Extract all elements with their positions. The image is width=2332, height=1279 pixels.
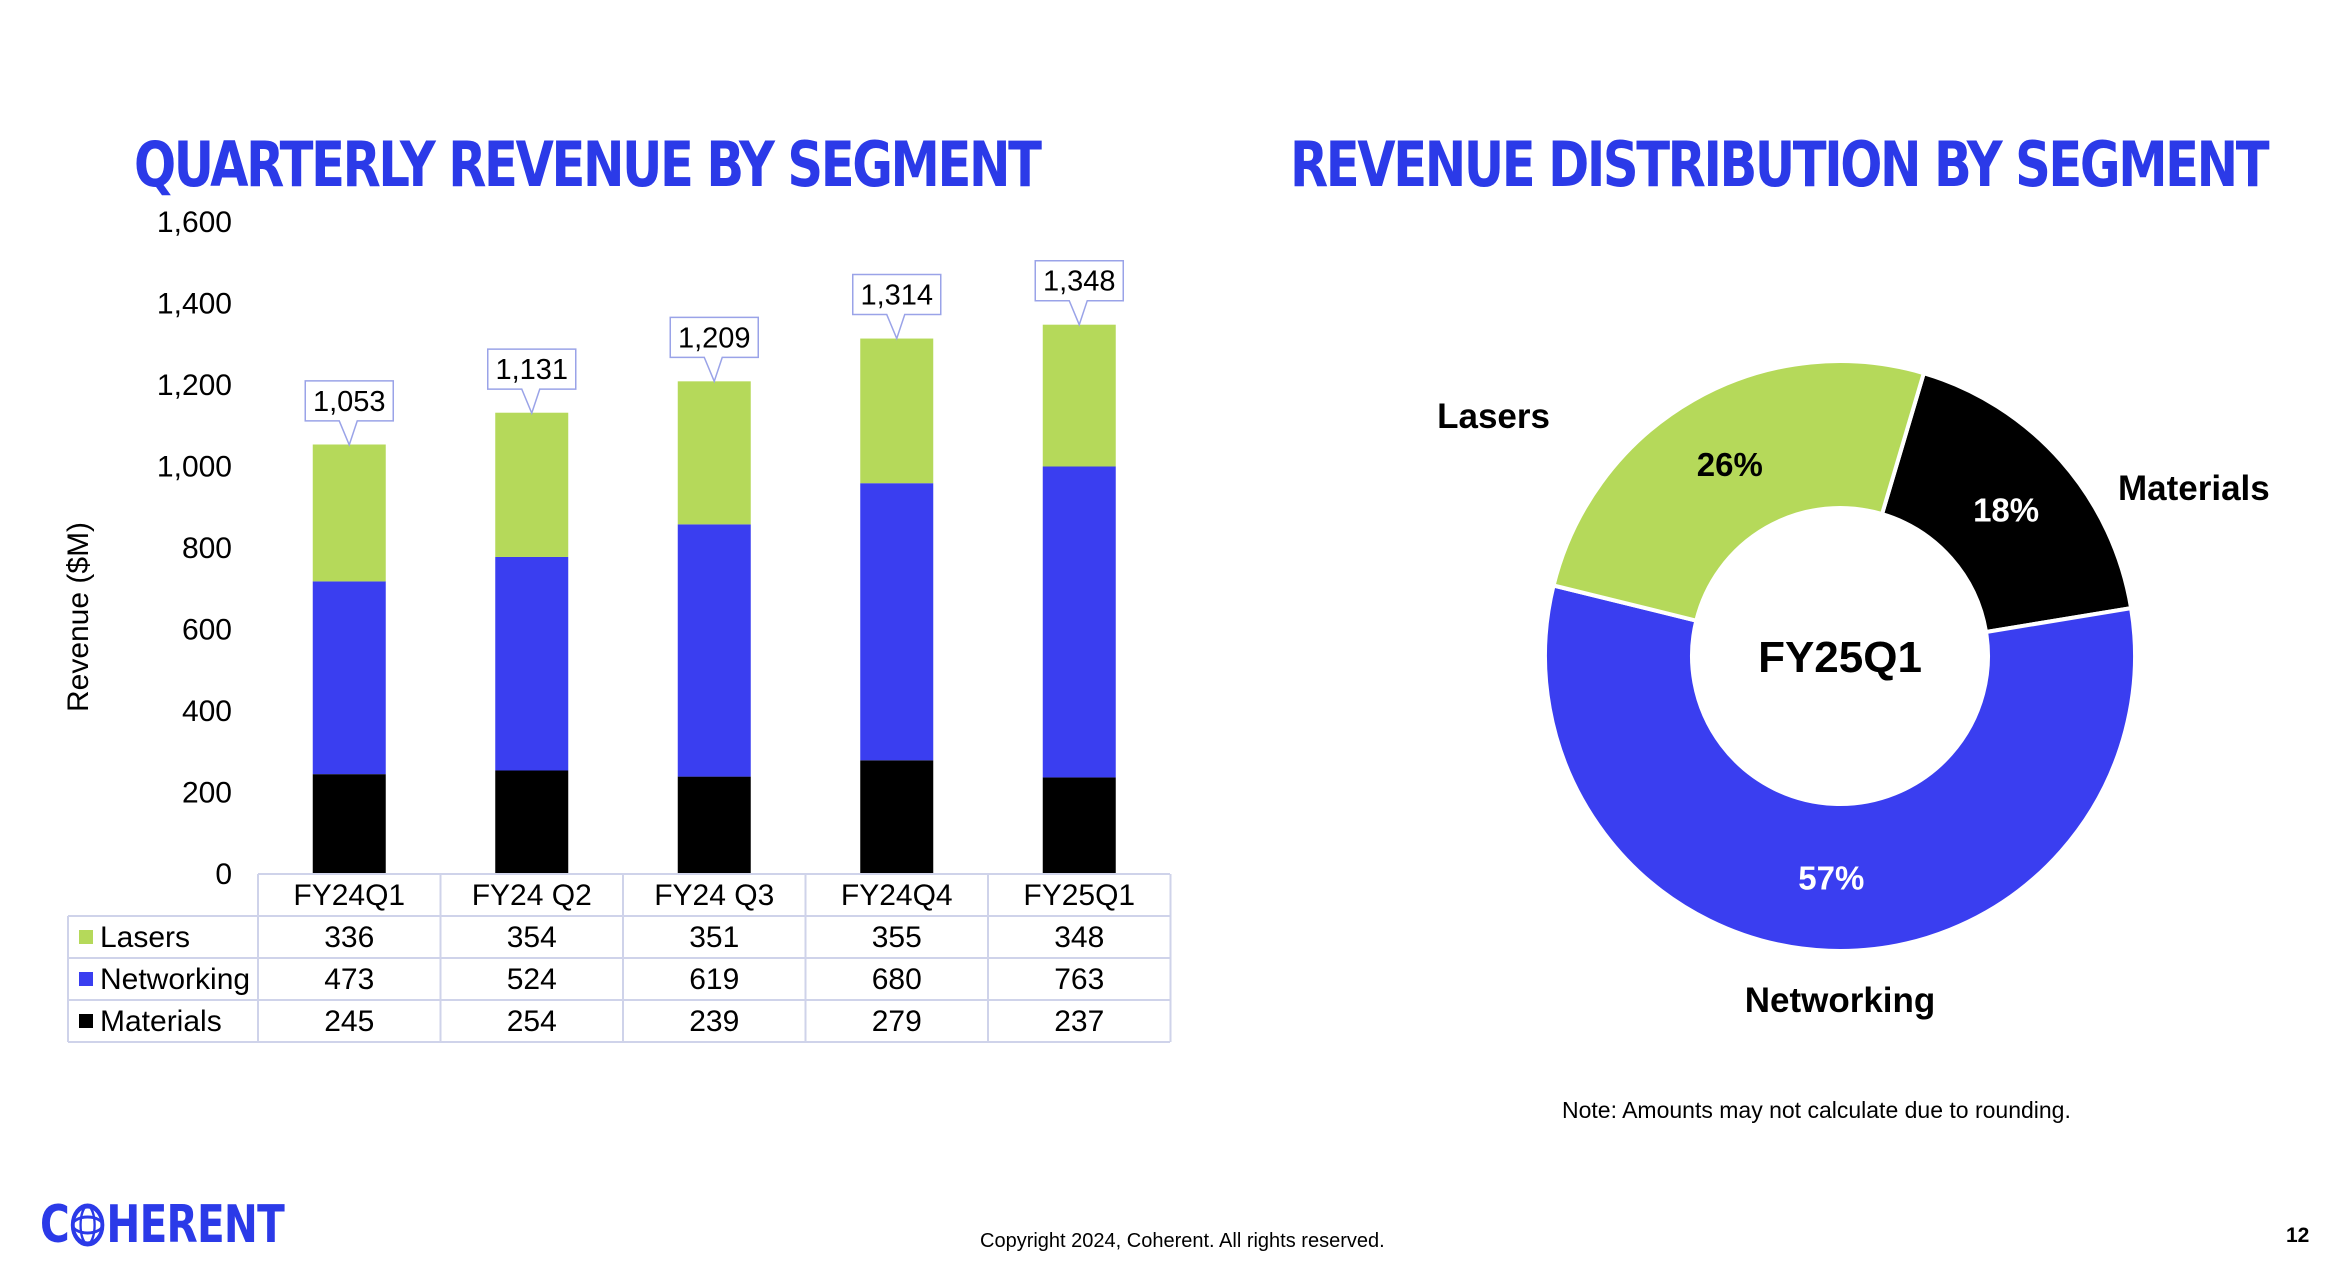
bar-series <box>312 324 1116 874</box>
table-cell: 354 <box>507 921 557 954</box>
total-callout: 1,209 <box>669 316 759 384</box>
legend-swatch-lasers <box>79 930 93 944</box>
bar-segment-lasers <box>312 444 386 582</box>
y-axis-label: Revenue ($M) <box>62 522 95 712</box>
callout-box <box>852 273 942 341</box>
table-cell: 237 <box>1054 1005 1104 1038</box>
bar-segment-lasers <box>495 412 569 557</box>
y-tick-label: 0 <box>215 858 232 891</box>
callout-box <box>304 380 394 448</box>
legend-label: Materials <box>100 1005 222 1038</box>
total-label: 1,348 <box>1043 266 1116 298</box>
bar-segment-materials <box>495 770 569 874</box>
y-tick-label: 1,000 <box>157 451 232 484</box>
y-tick-label: 600 <box>182 614 232 647</box>
bar-segment-networking <box>495 556 569 771</box>
y-tick-label: 1,400 <box>157 288 232 321</box>
total-callout: 1,131 <box>487 348 577 416</box>
x-category-label: FY25Q1 <box>1023 879 1135 912</box>
total-label: 1,314 <box>860 280 933 312</box>
bar-segment-networking <box>312 581 386 775</box>
legend-label: Networking <box>100 963 250 996</box>
data-table: FY24Q1 FY24 Q2 FY24 Q3 FY24Q4 FY25Q1 Lasers 33… <box>67 873 1172 1043</box>
callout-box <box>669 316 759 384</box>
x-category-label: FY24 Q2 <box>472 879 592 912</box>
table-cell: 524 <box>507 963 557 996</box>
y-axis: Revenue ($M) 0 200 400 600 800 1,000 1,200 1,400… <box>62 206 232 891</box>
callout-box <box>487 348 577 416</box>
total-label: 1,209 <box>678 322 751 354</box>
bar-segment-networking <box>1042 466 1116 778</box>
total-callouts: 1,053 1,131 1,209 1,314 1,348 <box>304 259 1124 448</box>
total-callout: 1,053 <box>304 380 394 448</box>
table-cell: 619 <box>689 963 739 996</box>
logo-globe-icon <box>70 1203 105 1247</box>
table-cell: 473 <box>324 963 374 996</box>
logo-text-start: C <box>40 1195 70 1255</box>
bar-segment-lasers <box>1042 324 1116 467</box>
y-tick-label: 800 <box>182 532 232 565</box>
coherent-logo: C HERENT <box>40 1195 285 1255</box>
page-number: 12 <box>2286 1224 2310 1247</box>
table-cell: 680 <box>872 963 922 996</box>
bar-segment-materials <box>860 760 934 874</box>
bar-segment-materials <box>312 774 386 874</box>
legend-swatch-networking <box>79 972 93 986</box>
callout-box <box>1034 259 1124 327</box>
x-category-label: FY24Q1 <box>293 879 405 912</box>
bar-segment-networking <box>860 483 934 761</box>
y-tick-label: 200 <box>182 777 232 810</box>
total-label: 1,053 <box>313 386 386 418</box>
bar-segment-lasers <box>677 381 751 525</box>
table-cell: 336 <box>324 921 374 954</box>
bar-chart-title: QUARTERLY REVENUE BY SEGMENT <box>134 128 1042 201</box>
y-tick-label: 1,600 <box>157 206 232 239</box>
logo-text-end: HERENT <box>106 1195 284 1255</box>
bar-segment-networking <box>677 524 751 777</box>
rounding-note: Note: Amounts may not calculate due to r… <box>1562 1097 2071 1123</box>
total-callout: 1,348 <box>1034 259 1124 327</box>
bar-segment-materials <box>1042 777 1116 874</box>
x-category-label: FY24 Q3 <box>654 879 774 912</box>
copyright-text: Copyright 2024, Coherent. All rights res… <box>980 1230 1385 1252</box>
table-cell: 254 <box>507 1005 557 1038</box>
table-cell: 351 <box>689 921 739 954</box>
table-cell: 763 <box>1054 963 1104 996</box>
legend-swatch-materials <box>79 1014 93 1028</box>
total-label: 1,131 <box>495 354 568 386</box>
bar-segment-lasers <box>860 338 934 484</box>
table-cell: 279 <box>872 1005 922 1038</box>
legend-label: Lasers <box>100 921 190 954</box>
bar-segment-materials <box>677 776 751 874</box>
table-cell: 245 <box>324 1005 374 1038</box>
y-tick-label: 400 <box>182 695 232 728</box>
table-cell: 239 <box>689 1005 739 1038</box>
table-cell: 355 <box>872 921 922 954</box>
y-tick-label: 1,200 <box>157 369 232 402</box>
total-callout: 1,314 <box>852 273 942 341</box>
donut-chart-title: REVENUE DISTRIBUTION BY SEGMENT <box>1290 128 2270 201</box>
x-category-label: FY24Q4 <box>841 879 953 912</box>
table-cell: 348 <box>1054 921 1104 954</box>
